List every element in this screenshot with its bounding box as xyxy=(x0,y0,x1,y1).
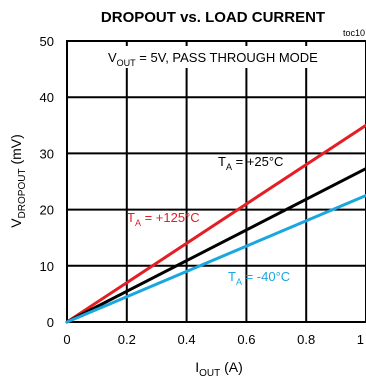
x-tick-label-3: 0.6 xyxy=(237,332,255,347)
x-tick-label-5: 1 xyxy=(357,332,364,347)
x-axis-label-main: I xyxy=(195,359,199,375)
series-label-125c: TA = +125°C xyxy=(127,210,200,228)
plot-frame xyxy=(66,40,366,323)
series-label-minus-40c: TA = -40°C xyxy=(228,269,290,287)
series-labels: TA = +125°C TA = +25°C TA = -40°C xyxy=(127,154,290,287)
x-axis-label: IOUT (A) xyxy=(195,359,243,379)
condition-prefix: V xyxy=(108,50,117,65)
y-axis-label-suffix: (mV) xyxy=(8,134,24,168)
condition-sub: OUT xyxy=(117,58,137,68)
y-tick-label-2: 20 xyxy=(40,203,54,218)
y-tick-label-1: 10 xyxy=(40,259,54,274)
y-tick-label-0: 0 xyxy=(47,315,54,330)
y-axis-label: VDROPOUT (mV) xyxy=(8,134,28,228)
y-tick-label-5: 50 xyxy=(40,34,54,49)
x-axis-label-suffix: (A) xyxy=(220,359,243,375)
y-axis-label-main: V xyxy=(8,218,24,228)
series-lines xyxy=(65,123,366,324)
series-line-minus-40c xyxy=(65,194,366,324)
y-axis-label-sub: DROPOUT xyxy=(17,168,28,218)
x-tick-label-2: 0.4 xyxy=(178,332,196,347)
y-tick-label-4: 40 xyxy=(40,90,54,105)
grid xyxy=(66,40,366,323)
x-axis-label-sub: OUT xyxy=(199,368,220,379)
condition-label: VOUT = 5V, PASS THROUGH MODE xyxy=(108,50,318,68)
series-line-125c xyxy=(65,123,366,324)
series-label-25c: TA = +25°C xyxy=(218,154,283,172)
y-tick-label-3: 30 xyxy=(40,146,54,161)
chart-title: DROPOUT vs. LOAD CURRENT xyxy=(101,9,325,26)
x-tick-label-1: 0.2 xyxy=(118,332,136,347)
series-line-25c xyxy=(65,167,366,324)
condition-label-bg xyxy=(100,46,330,68)
x-tick-label-4: 0.8 xyxy=(297,332,315,347)
x-tick-label-0: 0 xyxy=(63,332,70,347)
condition-suffix: = 5V, PASS THROUGH MODE xyxy=(136,50,319,65)
chart-tag: toc10 xyxy=(343,28,365,38)
